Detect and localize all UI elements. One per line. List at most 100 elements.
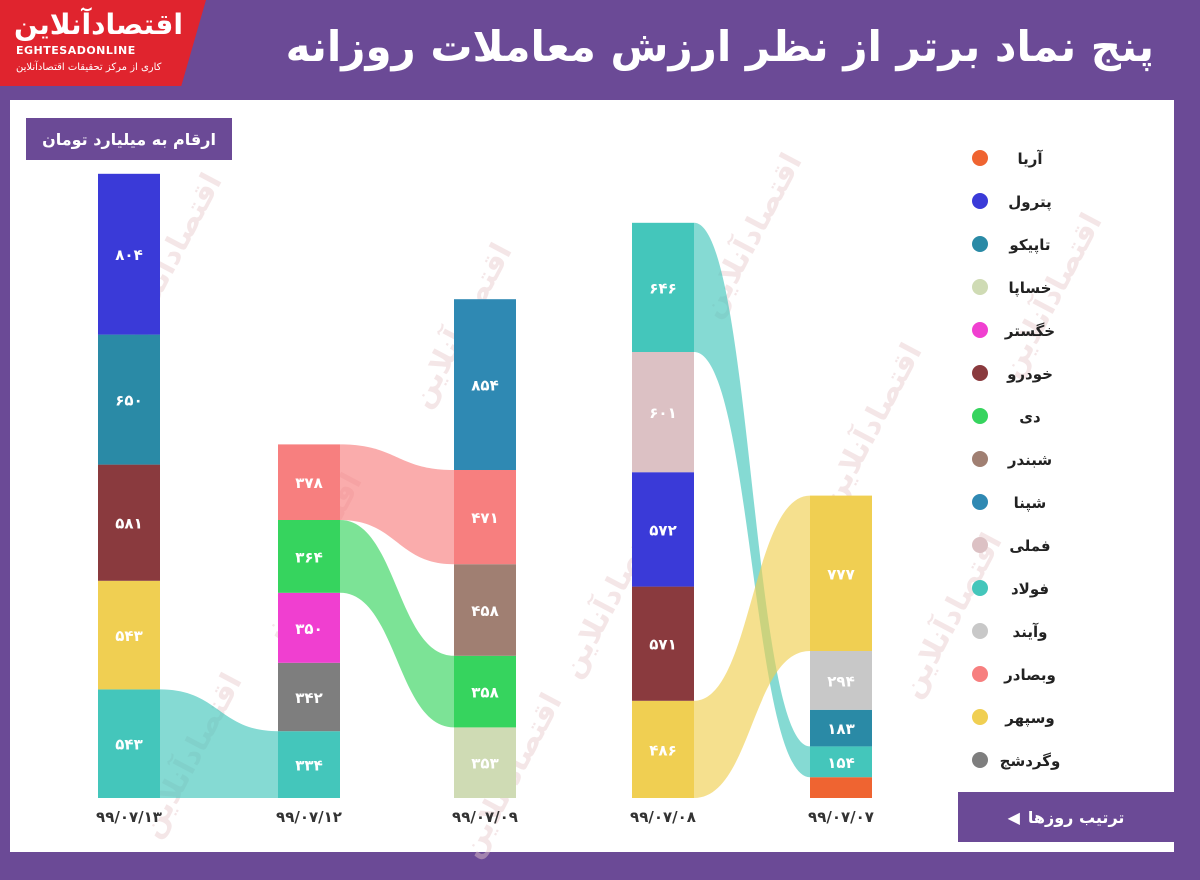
bar-segment	[810, 651, 872, 710]
legend-label: فولاد	[1011, 580, 1049, 598]
bar-segment	[98, 173, 160, 335]
bar-segment	[98, 580, 160, 690]
segment-value-label: ۳۵۸	[471, 684, 498, 702]
legend-label: وبصادر	[1003, 666, 1056, 684]
legend-label: وگردشج	[1000, 752, 1061, 770]
legend-label: تاپیکو	[1008, 236, 1050, 255]
bar-segment	[98, 464, 160, 581]
logo: اقتصادآنلاین EGHTESADONLINE کاری از مرکز…	[0, 0, 206, 86]
segment-value-label: ۸۰۴	[115, 246, 142, 264]
legend-swatch	[972, 365, 988, 381]
x-tick-label: ۹۹/۰۷/۱۳	[96, 808, 162, 826]
segment-value-label: ۶۵۰	[115, 392, 142, 410]
segment-value-label: ۵۸۱	[115, 515, 142, 533]
day-order-box: ترتیب روزها ◀	[958, 792, 1174, 842]
segment-value-label: ۵۴۳	[115, 736, 142, 754]
legend-swatch	[972, 236, 988, 252]
segment-value-label: ۳۵۳	[471, 755, 498, 773]
segment-value-label: ۱۵۴	[827, 754, 854, 772]
bar-segment	[454, 470, 516, 565]
flow-band	[160, 689, 278, 798]
unit-label: ارقام به میلیارد تومان	[26, 118, 232, 160]
watermark-text: اقتصادآنلاین	[892, 526, 1010, 703]
bar-segment	[632, 700, 694, 798]
segment-value-label: ۵۷۱	[649, 636, 676, 654]
legend-swatch	[972, 623, 988, 639]
legend-label: وآیند	[1013, 623, 1048, 641]
bar-segment	[278, 662, 340, 732]
day-order-label: ترتیب روزها	[1027, 807, 1125, 827]
legend-label: شبندر	[1007, 451, 1052, 469]
logo-subtitle: کاری از مرکز تحقیقات اقتصادآنلاین	[16, 62, 162, 73]
legend-swatch	[972, 322, 988, 338]
bar-layer: ۵۴۳ ۵۴۳ ۵۸۱ ۶۵۰ ۸۰۴ ۳۳۴ ۳۴۲ ۳۵۰ ۳۶۴ ۳۷۸ ۳۵۳ ۳۵۸ ۴۵۸ ۴…	[98, 173, 872, 798]
logo-latin: EGHTESADONLINE	[16, 44, 136, 57]
legend: آریا پترول تاپیکو خساپا خگستر خودرو دی شبندر شپن…	[972, 150, 1060, 770]
bar-segment	[810, 709, 872, 747]
watermark-text: اقتصادآنلاین	[812, 336, 930, 513]
flow-band	[340, 444, 454, 565]
segment-value-label: ۳۳۴	[295, 757, 322, 775]
bar-segment	[810, 777, 872, 798]
page-title: پنج نماد برتر از نظر ارزش معاملات روزانه	[285, 22, 1154, 71]
arrow-left-icon: ◀	[1007, 807, 1020, 827]
bar-segment	[454, 564, 516, 656]
flow-band	[340, 520, 454, 728]
legend-swatch	[972, 537, 988, 553]
legend-label: خگستر	[1004, 322, 1055, 340]
bar-segment	[278, 444, 340, 520]
bar-segment	[454, 727, 516, 798]
segment-value-label: ۴۵۸	[471, 602, 498, 620]
bar-segment	[632, 222, 694, 352]
flow-band	[694, 495, 810, 798]
segment-value-label: ۸۵۴	[471, 377, 498, 395]
segment-value-label: ۵۴۳	[115, 627, 142, 645]
legend-label: خساپا	[1009, 279, 1052, 298]
bar-segment	[632, 352, 694, 473]
bar-segment	[278, 520, 340, 593]
logo-text: اقتصادآنلاین	[14, 8, 183, 41]
legend-swatch	[972, 709, 988, 725]
x-tick-label: ۹۹/۰۷/۰۸	[630, 808, 696, 826]
segment-value-label: ۴۸۶	[649, 741, 676, 759]
legend-swatch	[972, 494, 988, 510]
bar-segment	[632, 472, 694, 587]
x-tick-label: ۹۹/۰۷/۱۲	[276, 808, 342, 826]
legend-label: پترول	[1008, 193, 1051, 212]
bar-segment	[810, 746, 872, 778]
flow-band	[694, 222, 810, 778]
legend-swatch	[972, 451, 988, 467]
legend-label: آریا	[1017, 150, 1043, 168]
segment-value-label: ۳۷۸	[295, 474, 322, 492]
bar-segment	[454, 655, 516, 728]
bar-segment	[810, 495, 872, 651]
legend-label: شپنا	[1014, 494, 1047, 513]
segment-value-label: ۵۷۲	[649, 521, 676, 539]
segment-value-label: ۶۰۱	[649, 404, 676, 422]
bar-segment	[98, 334, 160, 465]
x-axis-ticks: ۹۹/۰۷/۱۳ ۹۹/۰۷/۱۲ ۹۹/۰۷/۰۹ ۹۹/۰۷/۰۸ ۹۹/۰۷/۰۷	[96, 808, 874, 826]
legend-label: دی	[1019, 408, 1041, 426]
segment-value-label: ۳۶۴	[295, 548, 322, 566]
segment-value-label: ۷۷۷	[827, 565, 854, 583]
bar-segment	[632, 586, 694, 701]
legend-swatch	[972, 752, 988, 768]
segment-value-label: ۲۹۴	[827, 672, 854, 690]
legend-label: فملی	[1009, 537, 1050, 555]
legend-label: وسپهر	[1004, 709, 1054, 728]
segment-value-label: ۱۸۳	[827, 720, 854, 738]
bar-segment	[278, 731, 340, 798]
segment-value-label: ۳۵۰	[295, 620, 322, 638]
legend-swatch	[972, 279, 988, 295]
legend-swatch	[972, 193, 988, 209]
legend-label: خودرو	[1006, 365, 1053, 383]
legend-swatch	[972, 666, 988, 682]
segment-value-label: ۶۴۶	[649, 279, 676, 297]
flow-layer	[160, 222, 810, 798]
bar-segment	[278, 592, 340, 663]
bar-segment	[454, 299, 516, 470]
legend-swatch	[972, 408, 988, 424]
legend-swatch	[972, 580, 988, 596]
segment-value-label: ۴۷۱	[471, 509, 498, 527]
